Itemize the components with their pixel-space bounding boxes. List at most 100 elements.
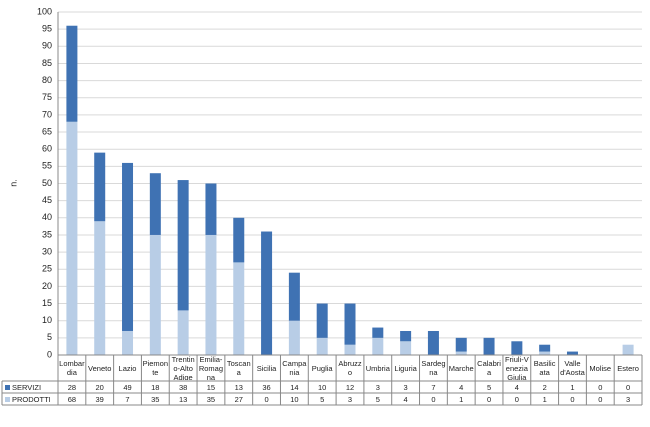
y-tick-label: 30 (42, 246, 52, 256)
bar (177, 310, 189, 355)
y-tick-label: 75 (42, 92, 52, 102)
bar (400, 330, 412, 342)
bar (344, 303, 356, 345)
y-tick-label: 15 (42, 298, 52, 308)
legend-label: SERVIZI (12, 382, 42, 392)
y-tick-label: 0 (47, 349, 52, 359)
y-tick-label: 80 (42, 75, 52, 85)
bar (205, 234, 217, 355)
table-value: 0 (264, 394, 269, 404)
table-value: 10 (318, 382, 327, 392)
table-value: 14 (290, 382, 299, 392)
y-tick-label: 45 (42, 195, 52, 205)
table-value: 10 (290, 394, 299, 404)
table-value: 4 (459, 382, 464, 392)
category-label: Estero (617, 363, 639, 373)
y-tick-label: 35 (42, 229, 52, 239)
category-label: Valle d'Aosta (560, 359, 585, 377)
table-value: 2 (542, 382, 547, 392)
table-value: 12 (345, 382, 355, 392)
bar (122, 330, 134, 355)
table-value: 7 (125, 394, 130, 404)
category-label: Liguria (394, 363, 417, 373)
category-label: Umbria (365, 363, 390, 373)
table-value: 4 (403, 394, 408, 404)
legend-entry: PRODOTTI (3, 393, 57, 405)
table-value: 0 (570, 394, 575, 404)
bar (288, 272, 300, 321)
table-value: 13 (234, 382, 243, 392)
category-label: Sicilia (256, 363, 277, 373)
table-value: 0 (431, 394, 436, 404)
table-value: 68 (67, 394, 77, 404)
bar (539, 351, 551, 355)
legend-swatch (5, 396, 10, 402)
category-label: Emilia-Romagna (198, 356, 224, 380)
table-value: 4 (514, 382, 519, 392)
bar (455, 337, 467, 352)
category-label: Veneto (88, 363, 112, 373)
category-label: Basilicata (533, 359, 556, 377)
table-value: 3 (375, 382, 380, 392)
table-value: 36 (262, 382, 271, 392)
table-value: 15 (206, 382, 216, 392)
table-value: 27 (234, 394, 243, 404)
bar (205, 183, 217, 235)
bar (122, 162, 134, 331)
bar (400, 341, 412, 355)
table-value: 1 (570, 382, 575, 392)
legend-label: PRODOTTI (12, 394, 51, 404)
category-label: Campania (282, 359, 307, 377)
table-value: 0 (598, 394, 603, 404)
y-tick-label: 10 (42, 315, 52, 325)
y-tick-label: 70 (42, 109, 52, 119)
table-value: 20 (95, 382, 104, 392)
bar (177, 180, 189, 311)
table-value: 35 (206, 394, 216, 404)
category-label: Lombardia (59, 359, 85, 377)
table-value: 3 (403, 382, 408, 392)
table-value: 0 (598, 382, 603, 392)
bar (539, 344, 551, 352)
table-value: 5 (320, 394, 325, 404)
bar (372, 337, 384, 355)
y-tick-label: 25 (42, 264, 52, 274)
bar (94, 221, 106, 355)
table-value: 5 (486, 382, 492, 392)
table-value: 3 (347, 394, 353, 404)
table-value: 5 (375, 394, 380, 404)
category-label: Sardegna (421, 359, 446, 377)
legend-swatch (5, 384, 10, 390)
y-tick-label: 100 (37, 6, 52, 16)
y-axis-label: n. (8, 179, 18, 187)
y-tick-label: 60 (42, 144, 52, 154)
y-tick-label: 85 (42, 58, 52, 68)
y-tick-label: 40 (42, 212, 52, 222)
bar (66, 121, 78, 355)
bar (66, 25, 78, 122)
table-value: 1 (542, 394, 547, 404)
table-value: 49 (123, 382, 132, 392)
table-value: 0 (486, 394, 492, 404)
bar (622, 344, 634, 355)
category-label: Trentino-Alto Adige (171, 356, 195, 380)
category-label: Friuli-Venezia Giulia (504, 356, 529, 380)
bar (483, 337, 495, 355)
legend-entry: SERVIZI (3, 381, 57, 393)
table-value: 35 (151, 394, 160, 404)
y-tick-label: 55 (42, 161, 52, 171)
y-tick-label: 95 (42, 24, 52, 34)
bar (344, 344, 356, 355)
bar (455, 351, 467, 355)
bar (566, 351, 578, 355)
bar (316, 303, 328, 338)
table-value: 13 (178, 394, 188, 404)
category-label: Marche (448, 363, 474, 373)
bar (233, 262, 245, 355)
bar (261, 231, 273, 355)
table-value: 0 (514, 394, 519, 404)
bar (511, 341, 523, 355)
y-tick-label: 50 (42, 178, 52, 188)
